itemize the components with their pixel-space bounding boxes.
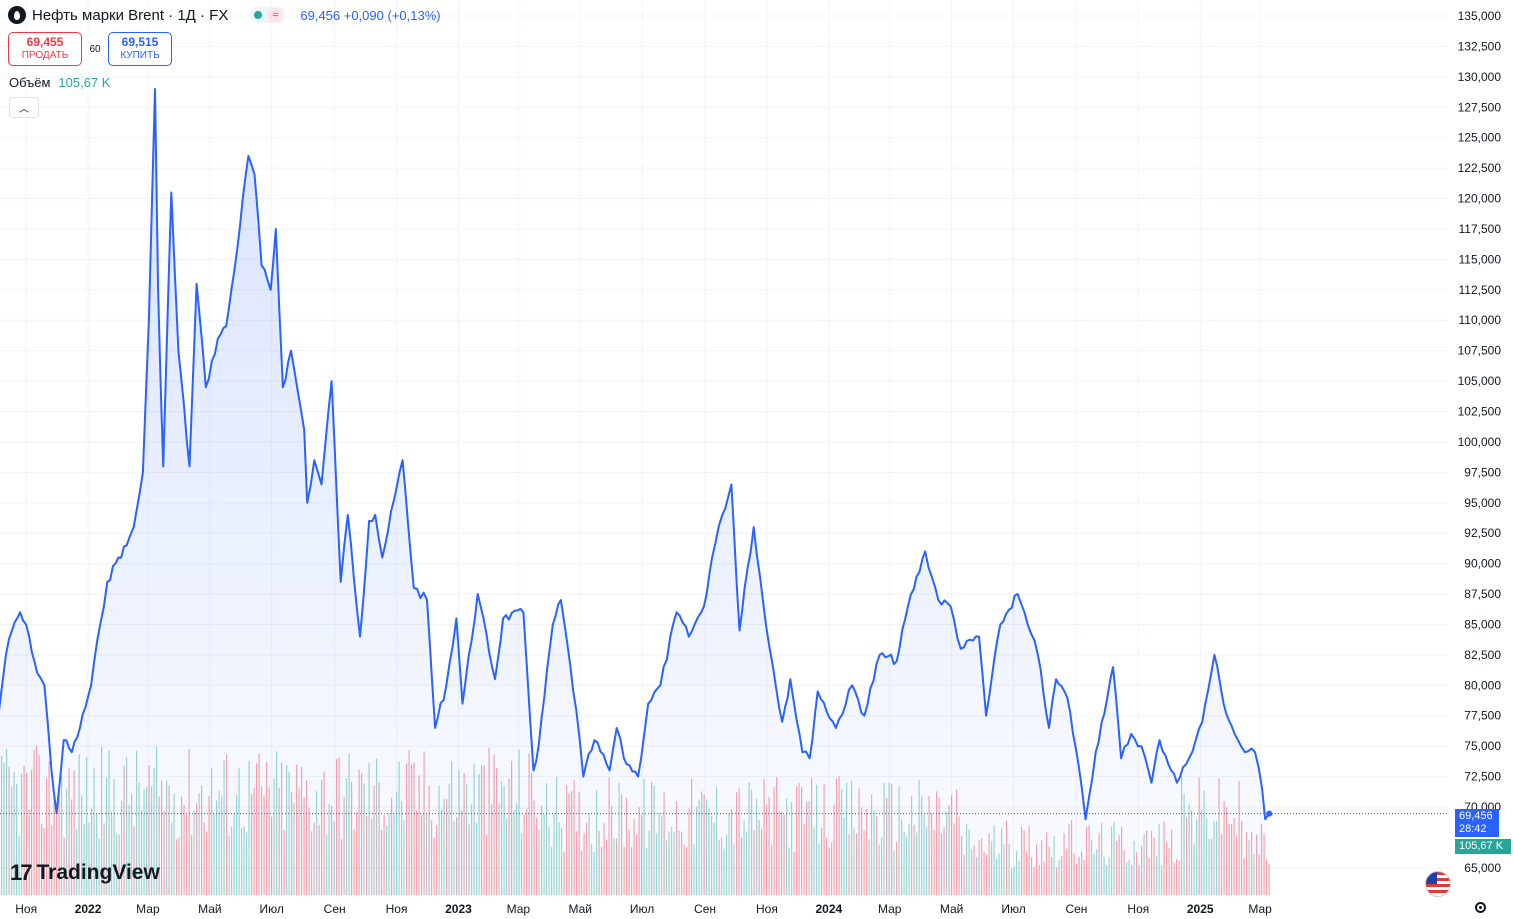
y-tick-label: 102,500 [1458, 405, 1502, 419]
y-tick-label: 77,500 [1464, 709, 1501, 723]
price-line [0, 88, 1448, 821]
y-tick-label: 110,000 [1459, 313, 1502, 327]
settings-icon[interactable] [1475, 902, 1486, 913]
x-tick-label: Май [198, 902, 222, 916]
y-tick-label: 127,500 [1458, 100, 1502, 114]
x-tick-label: Ноя [15, 902, 37, 916]
x-tick-label: Сен [324, 902, 346, 916]
tradingview-logo-icon: 17 [10, 860, 33, 885]
y-tick-label: 115,000 [1459, 252, 1502, 266]
sell-label: ПРОДАТЬ [21, 50, 69, 61]
market-status-pill[interactable]: ≈ [250, 7, 287, 23]
delayed-data-icon: ≈ [268, 8, 283, 22]
price-area [0, 89, 1270, 895]
y-tick-label: 105,000 [1458, 374, 1502, 388]
last-price-badge: 69,456 28:42 [1455, 809, 1499, 837]
x-tick-label: Сен [694, 902, 716, 916]
x-tick-label: 2022 [75, 902, 102, 916]
x-tick-label: Мар [1248, 902, 1272, 916]
sell-price: 69,455 [26, 35, 64, 49]
x-tick-label: Мар [136, 902, 160, 916]
x-tick-label: 2024 [815, 902, 842, 916]
x-tick-label: Сен [1065, 902, 1087, 916]
x-tick-label: Май [940, 902, 964, 916]
y-tick-label: 90,000 [1464, 557, 1501, 571]
x-tick-label: Июл [260, 902, 284, 916]
tradingview-logo[interactable]: 17 TradingView [10, 860, 160, 886]
y-tick-label: 120,000 [1458, 192, 1502, 206]
sell-button[interactable]: 69,455 ПРОДАТЬ [8, 32, 82, 66]
volume-badge: 105,67 K [1455, 839, 1511, 854]
volume-value: 105,67 K [58, 75, 111, 90]
symbol-title[interactable]: Нефть марки Brent · 1Д · FX [32, 6, 229, 24]
collapse-legend-button[interactable]: ︿ [9, 97, 39, 118]
x-tick-label: 2025 [1187, 902, 1214, 916]
y-tick-label: 85,000 [1464, 617, 1501, 631]
y-tick-label: 135,000 [1458, 9, 1502, 23]
chevron-up-icon: ︿ [19, 104, 29, 115]
y-tick-label: 80,000 [1464, 678, 1501, 692]
y-tick-label: 75,000 [1464, 739, 1501, 753]
price-line-path [0, 88, 1271, 821]
y-tick-label: 125,000 [1458, 131, 1502, 145]
buy-price: 69,515 [121, 35, 159, 49]
buy-button[interactable]: 69,515 КУПИТЬ [108, 32, 172, 66]
us-flag-icon[interactable] [1425, 871, 1451, 897]
symbol-icon[interactable] [8, 6, 26, 24]
y-tick-label: 122,500 [1458, 161, 1502, 175]
price-area-fill [0, 89, 1270, 895]
x-tick-label: Мар [878, 902, 902, 916]
y-tick-label: 132,500 [1458, 39, 1502, 53]
bar-countdown: 28:42 [1459, 823, 1487, 835]
chart-header: Нефть марки Brent · 1Д · FX ≈ 69,456 +0,… [8, 6, 441, 24]
y-tick-label: 95,000 [1464, 496, 1501, 510]
y-tick-label: 97,500 [1464, 465, 1501, 479]
x-tick-label: Ноя [756, 902, 778, 916]
y-tick-label: 65,000 [1464, 861, 1501, 875]
x-tick-label: Июл [630, 902, 654, 916]
last-price-value: 69,456 [1459, 810, 1493, 822]
y-tick-label: 117,500 [1459, 222, 1502, 236]
logo-text: TradingView [36, 861, 160, 884]
y-tick-label: 92,500 [1464, 526, 1501, 540]
y-tick-label: 72,500 [1464, 770, 1501, 784]
x-tick-label: Ноя [1127, 902, 1149, 916]
y-tick-label: 82,500 [1464, 648, 1501, 662]
y-tick-label: 100,000 [1458, 435, 1502, 449]
volume-legend[interactable]: Объём 105,67 K [9, 75, 110, 90]
x-axis-ticks: Ноя 2022 Мар Май Июл Сен Ноя 2023 Мар Май Июл Сен Но… [15, 902, 1272, 916]
y-axis-ticks: 135,000 132,500 130,000 127,500 125,000 122,5… [1458, 9, 1502, 875]
x-tick-label: 2023 [445, 902, 472, 916]
trade-panel: 69,455 ПРОДАТЬ 60 69,515 КУПИТЬ [8, 32, 172, 66]
market-open-icon [254, 11, 263, 19]
y-tick-label: 130,000 [1458, 70, 1502, 84]
y-tick-label: 107,500 [1458, 344, 1502, 358]
x-tick-label: Ноя [386, 902, 408, 916]
x-tick-label: Июл [1001, 902, 1025, 916]
buy-label: КУПИТЬ [120, 50, 160, 61]
x-tick-label: Мар [507, 902, 531, 916]
volume-label: Объём [9, 75, 51, 90]
spread-value: 60 [89, 43, 101, 55]
y-tick-label: 87,500 [1464, 587, 1501, 601]
x-tick-label: Май [568, 902, 592, 916]
y-tick-label: 112,500 [1459, 283, 1502, 297]
last-price-marker [1266, 810, 1273, 817]
price-change-info: 69,456 +0,090 (+0,13%) [300, 7, 441, 23]
